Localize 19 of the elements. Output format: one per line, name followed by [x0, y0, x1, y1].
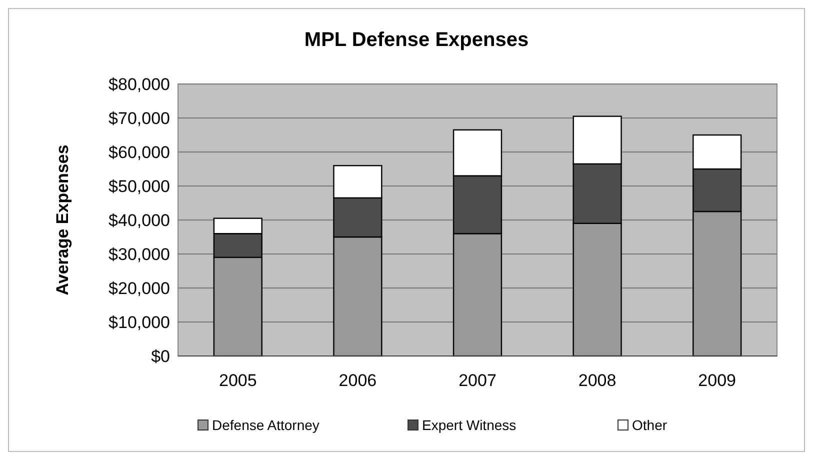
- y-tick-label: $30,000: [108, 244, 170, 264]
- y-tick-label: $10,000: [108, 312, 170, 332]
- legend-label: Defense Attorney: [212, 417, 320, 433]
- y-tick-label: $40,000: [108, 210, 170, 230]
- legend-label: Expert Witness: [422, 417, 516, 433]
- x-tick-label: 2008: [578, 371, 616, 390]
- y-tick-label: $50,000: [108, 176, 170, 196]
- y-axis-title: Average Expenses: [53, 144, 72, 296]
- x-tick-label: 2009: [698, 371, 736, 390]
- y-tick-label: $70,000: [108, 108, 170, 128]
- x-tick-label: 2007: [458, 371, 496, 390]
- legend-label: Other: [632, 417, 668, 433]
- y-tick-label: $0: [151, 346, 170, 366]
- x-tick-label: 2006: [338, 371, 377, 390]
- chart-title: MPL Defense Expenses: [304, 29, 529, 51]
- y-tick-label: $80,000: [108, 74, 170, 94]
- x-tick-label: 2005: [218, 371, 257, 390]
- y-tick-label: $60,000: [108, 142, 170, 162]
- y-tick-label: $20,000: [108, 278, 170, 298]
